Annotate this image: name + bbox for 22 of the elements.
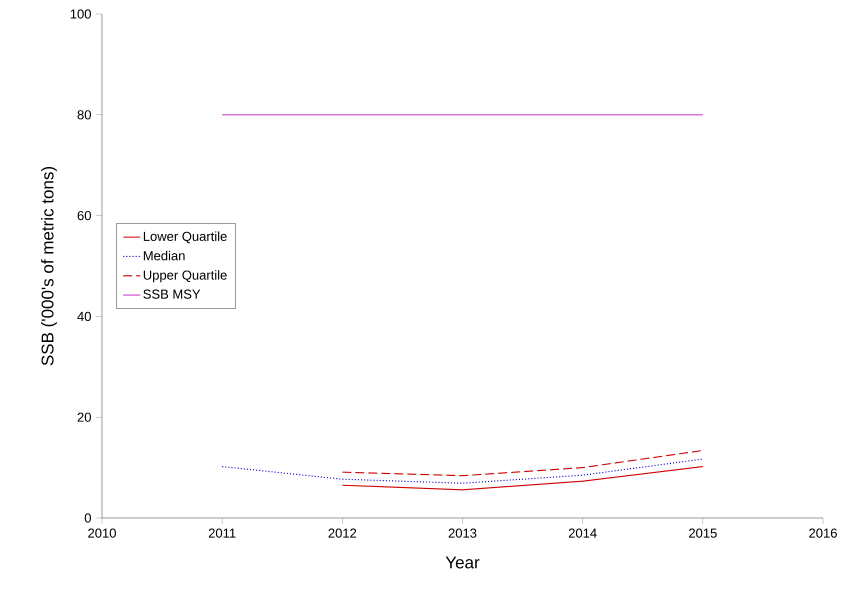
line-series [222,458,704,484]
legend-label: Lower Quartile [144,231,227,244]
x-tick-label: 2016 [809,528,837,538]
y-tick-label: 40 [77,312,91,321]
x-tick-label: 2010 [88,528,116,538]
x-tick-label: 2013 [448,528,476,538]
x-tick-label: 2012 [328,528,356,538]
y-tick-label: 60 [78,210,91,220]
x-axis-title: Year [446,556,480,568]
y-axis-title: SSB ('000's of metric tons) [41,166,57,366]
line-series [342,450,704,476]
y-tick-label: 100 [70,9,91,19]
x-tick-label: 2014 [568,528,597,538]
x-tick-label: 2011 [208,528,236,538]
y-tick-label: 80 [78,110,91,120]
legend-label: Median [144,250,185,260]
legend-label: Upper Quartile [144,270,227,282]
y-tick-label: 20 [78,412,91,422]
line-series [342,466,704,490]
legend-label: SSB MSY [143,290,200,299]
x-tick-label: 2015 [689,528,717,538]
y-tick-label: 0 [84,513,91,523]
